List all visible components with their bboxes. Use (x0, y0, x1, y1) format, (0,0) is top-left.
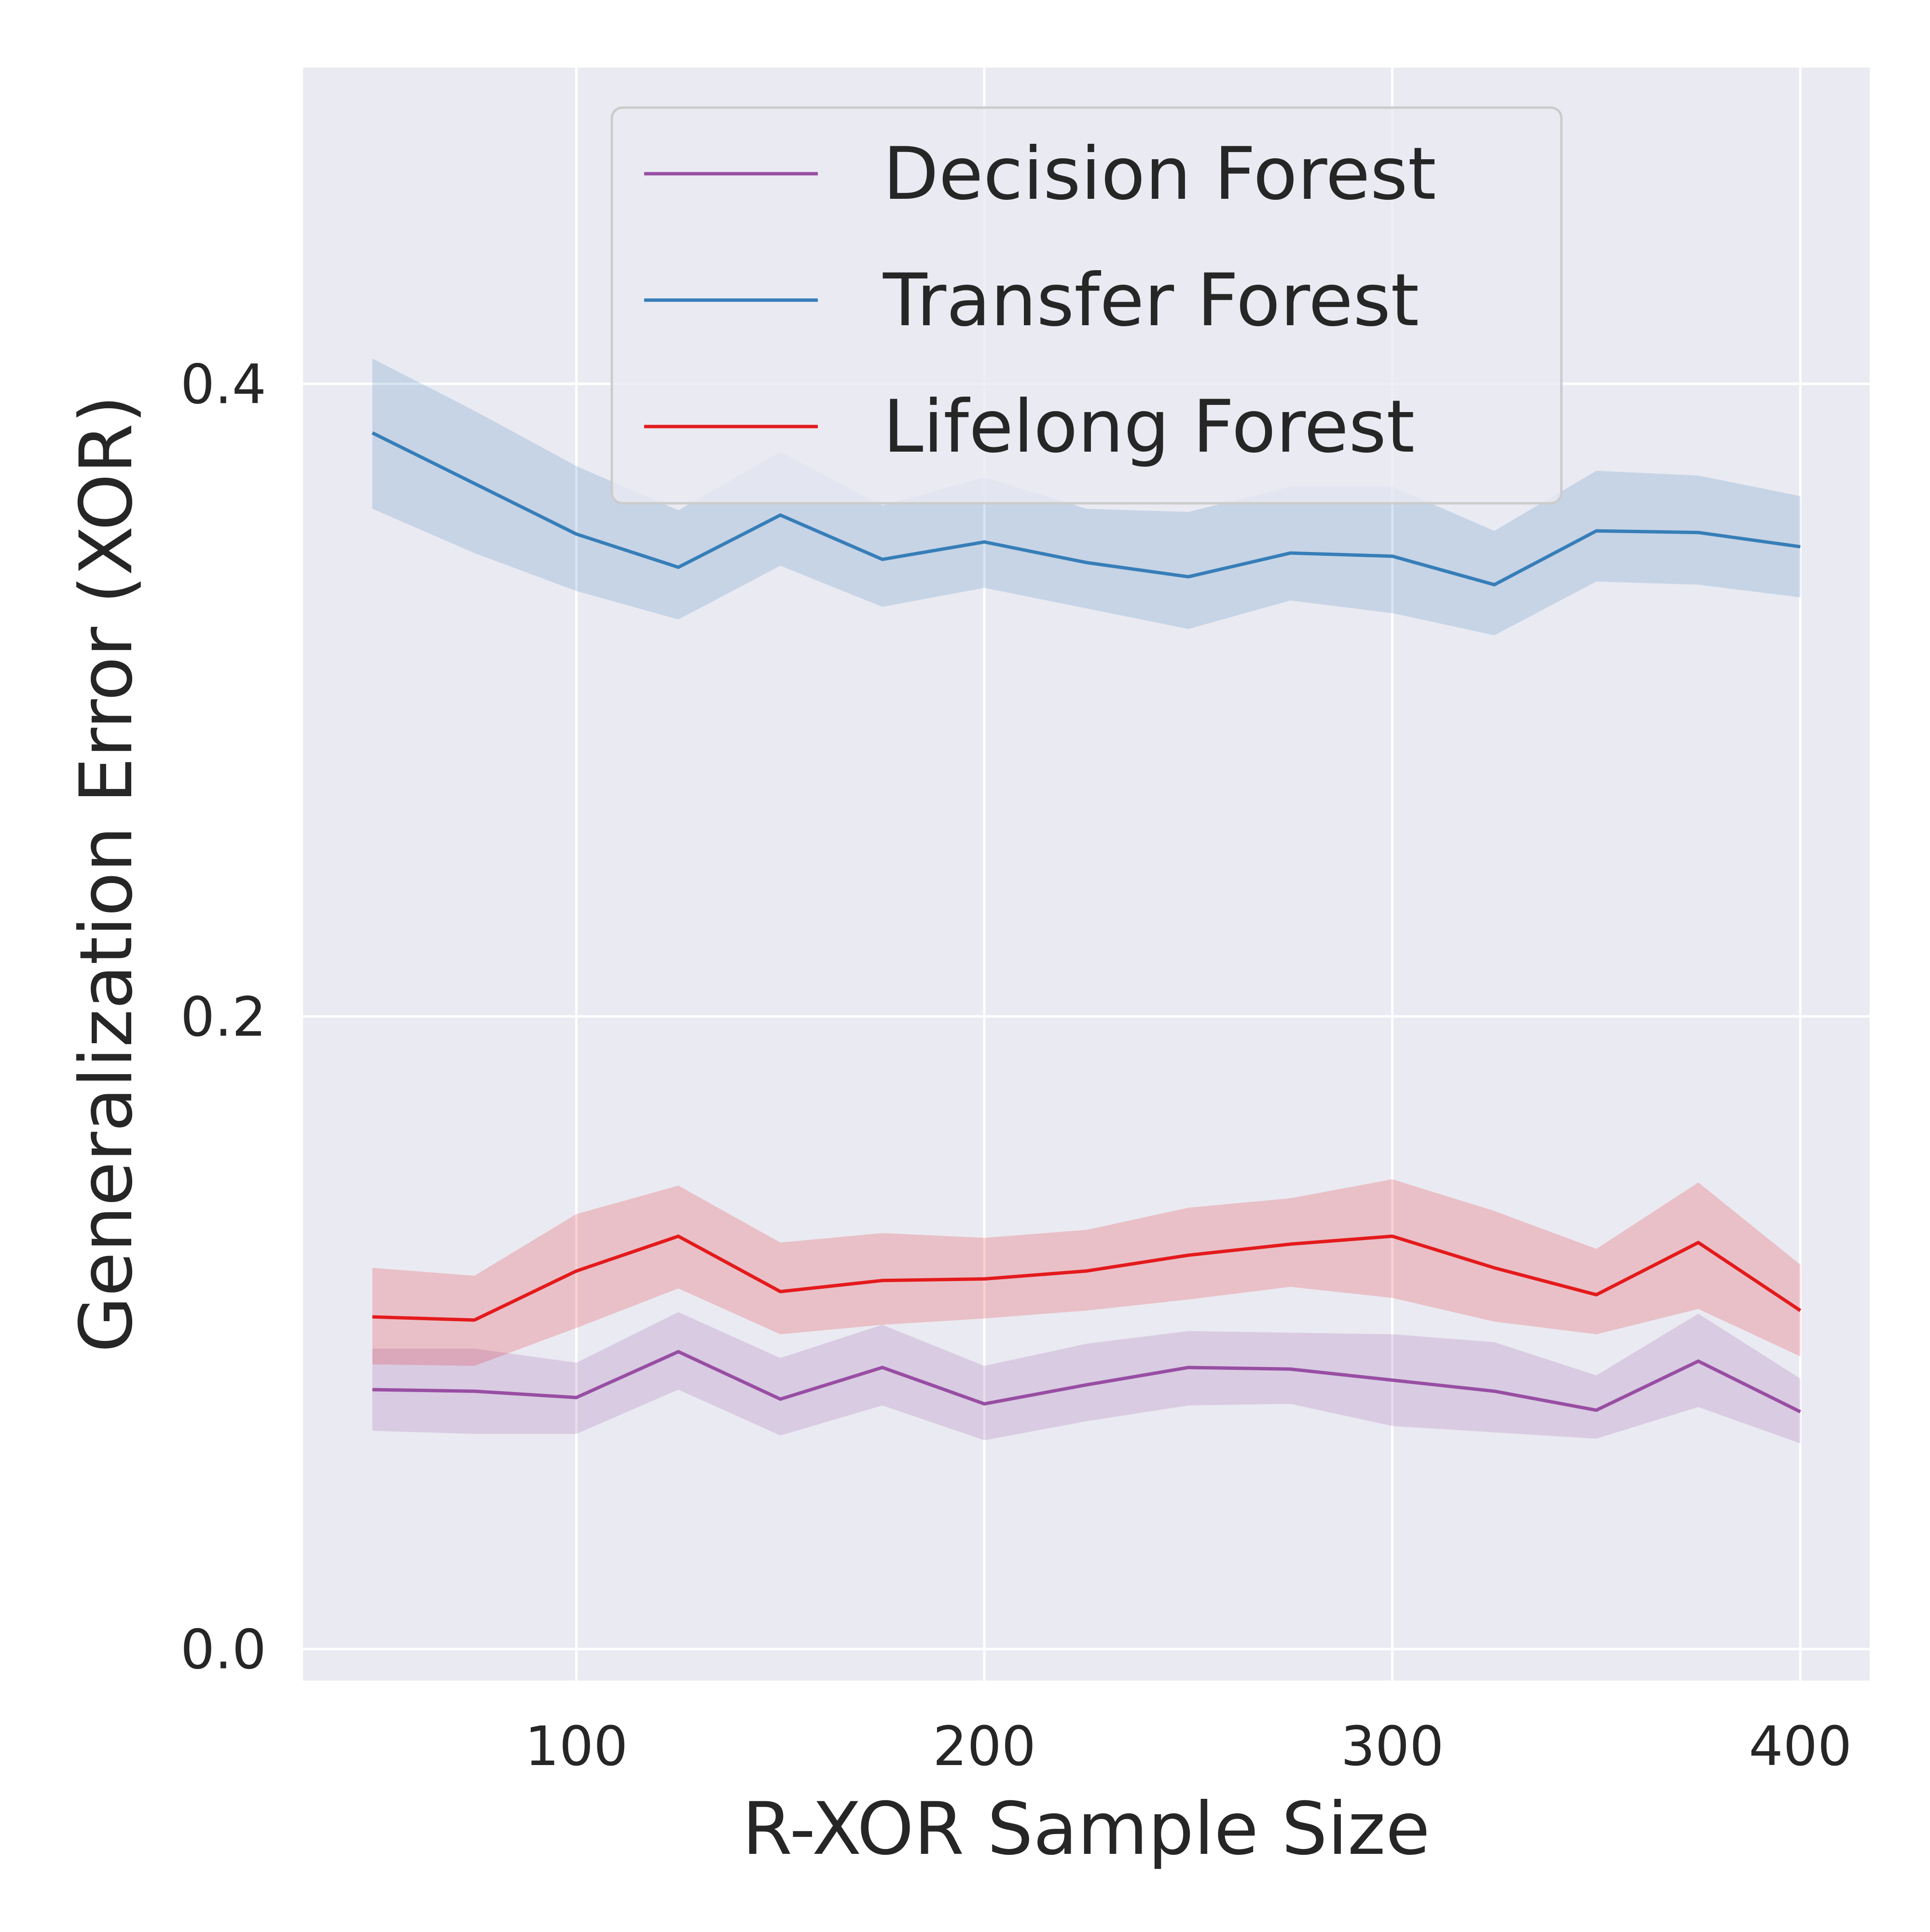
y-tick-label: 0.2 (180, 986, 266, 1049)
transfer-forest-line (372, 431, 1801, 587)
legend: Decision Forest Transfer Forest Lifelong F… (610, 106, 1563, 505)
x-tick-label: 100 (525, 1715, 628, 1778)
lifelong-forest-line (372, 1234, 1802, 1322)
transfer-forest-band (372, 359, 1801, 635)
y-tick-label: 0.4 (180, 353, 266, 416)
x-tick-label: 400 (1749, 1715, 1852, 1778)
x-tick-label: 300 (1341, 1715, 1444, 1778)
decision-forest-band (372, 1312, 1801, 1444)
tick-labels: 100 200 300 400 0.0 0.2 0.4 (180, 353, 1852, 1778)
series-lines (372, 431, 1802, 1413)
y-axis-label: Generalization Error (XOR) (65, 395, 149, 1352)
legend-box (610, 106, 1563, 505)
x-tick-label: 200 (933, 1715, 1036, 1778)
legend-label-decision-forest: Decision Forest (883, 132, 1436, 216)
y-tick-label: 0.0 (180, 1618, 266, 1681)
legend-label-lifelong-forest: Lifelong Forest (883, 385, 1415, 469)
legend-label-transfer-forest: Transfer Forest (882, 259, 1419, 343)
decision-forest-line (372, 1350, 1801, 1413)
x-axis-label: R-XOR Sample Size (742, 1787, 1430, 1871)
